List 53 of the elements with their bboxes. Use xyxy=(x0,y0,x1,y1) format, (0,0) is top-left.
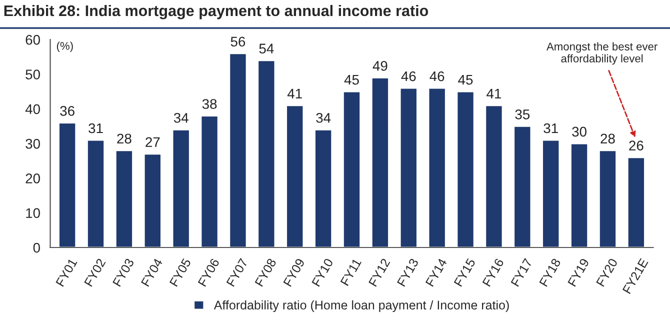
bar xyxy=(428,87,446,248)
y-axis-title: (%) xyxy=(56,42,73,52)
y-tick-label: 60 xyxy=(26,34,40,45)
data-label: 49 xyxy=(372,60,388,71)
data-label: 28 xyxy=(117,134,132,144)
bar xyxy=(114,150,134,248)
bar xyxy=(143,153,162,248)
y-tick-label: 50 xyxy=(26,70,40,80)
y-tick-label: 0 xyxy=(33,242,40,253)
y-tick-label: 20 xyxy=(26,174,40,184)
bar xyxy=(456,90,475,248)
data-label: 54 xyxy=(259,44,274,54)
data-label: 46 xyxy=(430,71,444,82)
bar xyxy=(342,90,361,248)
data-label: 35 xyxy=(515,109,530,120)
data-label: 27 xyxy=(146,137,160,147)
bar xyxy=(484,104,504,248)
data-label: 26 xyxy=(629,140,644,150)
y-tick-label: 10 xyxy=(26,208,40,218)
y-tick-label: 40 xyxy=(25,104,40,114)
bar xyxy=(570,142,589,248)
bar xyxy=(626,156,646,248)
data-label: 31 xyxy=(88,123,103,134)
data-label: 45 xyxy=(344,74,359,85)
data-label: 34 xyxy=(316,112,331,123)
bar xyxy=(286,104,304,248)
data-label: 30 xyxy=(572,126,586,137)
bar xyxy=(86,139,105,248)
bar xyxy=(172,128,190,248)
bar xyxy=(228,52,248,248)
legend-label: Affordability ratio (Home loan payment / Income ratio) xyxy=(214,300,509,312)
annotation: Amongst the best ever affordability level xyxy=(546,42,658,65)
data-label: 36 xyxy=(60,106,74,116)
bar xyxy=(598,150,617,248)
data-label: 31 xyxy=(544,123,558,134)
data-label: 46 xyxy=(401,71,416,82)
bar xyxy=(200,115,219,248)
data-label: 38 xyxy=(202,99,217,109)
data-label: 56 xyxy=(230,36,246,47)
data-label: 41 xyxy=(486,88,502,98)
data-label: 41 xyxy=(287,88,302,98)
bar xyxy=(257,60,276,248)
data-label: 45 xyxy=(458,74,473,85)
data-label: 34 xyxy=(174,112,188,123)
bar xyxy=(399,87,418,248)
data-label: 28 xyxy=(600,134,615,144)
bar xyxy=(314,128,333,248)
chart-title: Exhibit 28: India mortgage payment to annual income ratio xyxy=(4,4,428,20)
bar xyxy=(370,77,390,248)
y-tick-label: 30 xyxy=(26,138,40,149)
bar xyxy=(58,122,77,248)
bar xyxy=(542,139,560,248)
bar xyxy=(513,126,532,248)
